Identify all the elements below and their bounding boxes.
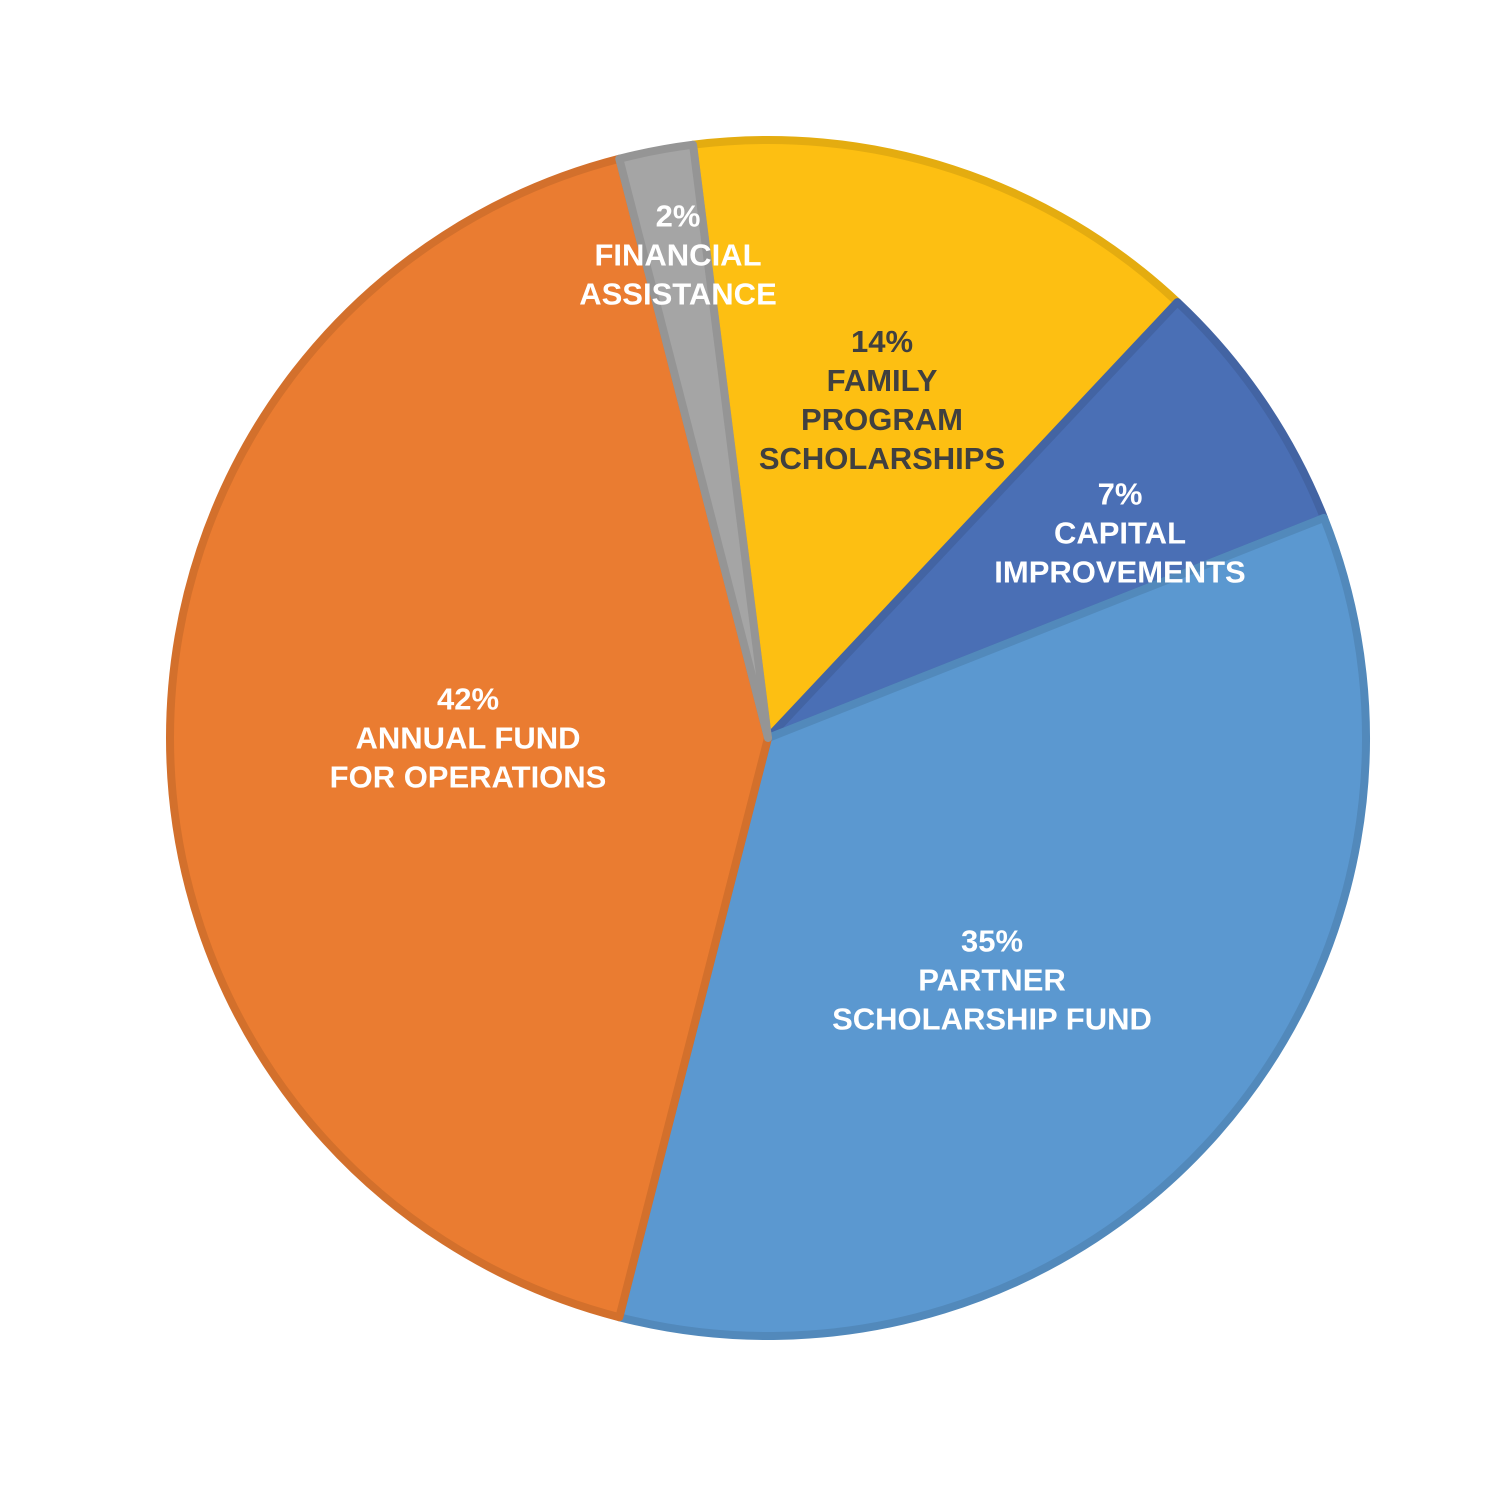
slice-label: 2% FINANCIAL ASSISTANCE [579,197,777,314]
value-label: 35% [960,923,1024,959]
slice-label: 42% ANNUAL FUND FOR OPERATIONS [330,680,607,797]
value-label: 14% [850,324,914,359]
value-label: 7% [1097,476,1143,512]
category-label: FAMILY PROGRAM SCHOLARSHIPS [758,363,1006,476]
pie-slice [689,136,1182,742]
pie-slice [615,513,1370,1340]
slice-label: 35% PARTNER SCHOLARSHIP FUND [832,922,1152,1039]
pie-slice [764,298,1329,742]
value-label: 2% [655,198,701,234]
slice-label: 7% CAPITAL IMPROVEMENTS [994,475,1245,592]
pie-slice [166,154,772,1322]
category-label: PARTNER SCHOLARSHIP FUND [832,962,1152,1037]
category-label: FINANCIAL ASSISTANCE [579,237,777,312]
value-label: 42% [436,681,500,717]
category-label: CAPITAL IMPROVEMENTS [994,515,1246,590]
slice-label: 14% FAMILY PROGRAM SCHOLARSHIPS [759,322,1005,478]
category-label: ANNUAL FUND FOR OPERATIONS [329,720,607,795]
pie-slice [615,140,772,742]
